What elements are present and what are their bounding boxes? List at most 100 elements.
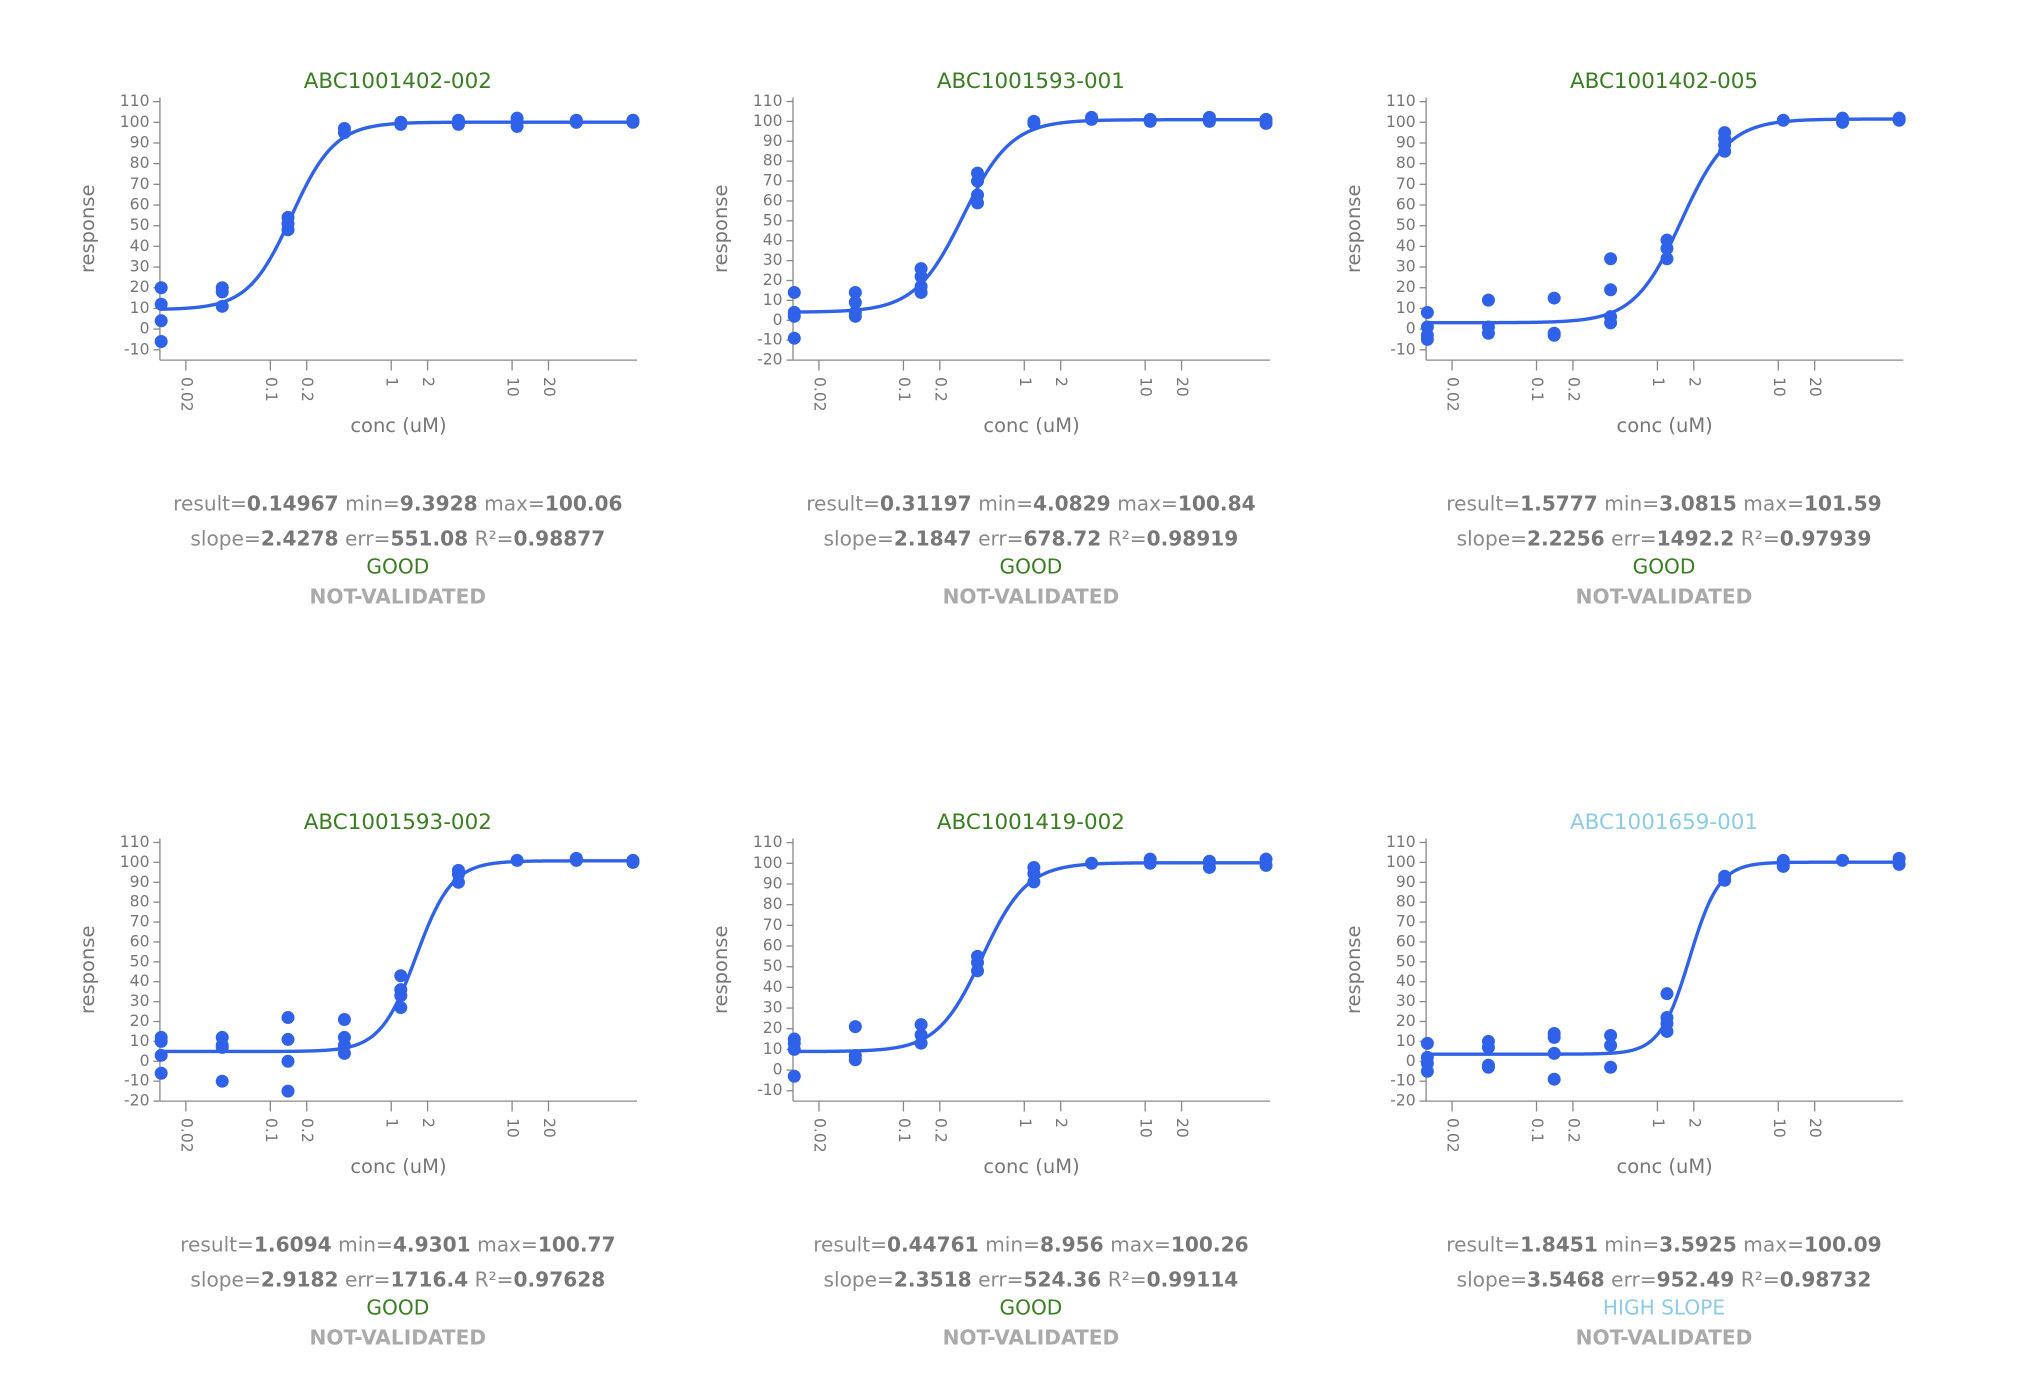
stat-value: 0.44761 xyxy=(887,1232,979,1256)
status: GOOD xyxy=(366,555,429,579)
data-point xyxy=(1143,114,1157,128)
y-tick-label: 60 xyxy=(763,191,783,209)
stat-value: 1492.2 xyxy=(1657,526,1735,550)
stat-value: 9.3928 xyxy=(400,491,478,515)
stat-value: 2.1847 xyxy=(894,526,972,550)
stats-line: result=1.8451 min=3.5925 max=100.09 xyxy=(1446,1232,1881,1256)
data-point xyxy=(914,1036,928,1050)
y-tick-label: 50 xyxy=(763,957,783,975)
data-point xyxy=(914,1018,928,1032)
x-axis-label: conc (uM) xyxy=(350,414,446,437)
data-point xyxy=(626,115,640,129)
y-tick-label: 100 xyxy=(1386,853,1416,871)
data-point xyxy=(1660,241,1674,255)
y-tick-label: -10 xyxy=(757,1081,782,1099)
x-tick-label: 2 xyxy=(419,377,437,387)
x-tick-label: 0.2 xyxy=(931,377,949,402)
y-tick-label: 0 xyxy=(140,1052,150,1070)
stats-line: slope=2.9182 err=1716.4 R²=0.97628 xyxy=(190,1267,605,1291)
y-tick-label: 80 xyxy=(130,154,150,172)
stat-value: 0.97628 xyxy=(514,1267,606,1291)
data-point xyxy=(1027,116,1041,130)
x-tick-label: 0.02 xyxy=(810,377,828,412)
stat-label: max= xyxy=(1117,491,1178,515)
data-point xyxy=(1027,875,1041,889)
x-tick-label: 2 xyxy=(1685,1118,1703,1128)
y-axis-label: response xyxy=(709,185,732,273)
data-point xyxy=(1604,1028,1618,1042)
data-point xyxy=(1481,1060,1495,1074)
stat-label: slope= xyxy=(1457,526,1527,550)
stat-label: slope= xyxy=(190,526,260,550)
data-point xyxy=(848,1053,862,1067)
y-tick-label: 40 xyxy=(763,231,783,249)
x-tick-label: 2 xyxy=(1052,377,1070,387)
stat-value: 8.956 xyxy=(1040,1232,1104,1256)
data-point xyxy=(451,875,465,889)
stat-value: 3.5925 xyxy=(1659,1232,1737,1256)
validation: NOT-VALIDATED xyxy=(309,584,486,608)
data-point xyxy=(971,174,985,188)
y-tick-label: -10 xyxy=(757,331,782,349)
stat-label: err= xyxy=(978,526,1023,550)
data-point xyxy=(1604,1038,1618,1052)
stat-value: 1.5777 xyxy=(1520,491,1598,515)
x-tick-label: 1 xyxy=(383,1118,401,1128)
data-point xyxy=(1547,328,1561,342)
data-point xyxy=(1660,987,1674,1001)
data-point xyxy=(1718,873,1732,887)
data-point xyxy=(1892,857,1906,871)
data-point xyxy=(281,1032,295,1046)
stats-line: slope=2.2256 err=1492.2 R²=0.97939 xyxy=(1457,526,1872,550)
y-tick-label: -20 xyxy=(757,351,782,369)
stat-label: result= xyxy=(813,1232,887,1256)
y-tick-label: 70 xyxy=(1396,913,1416,931)
y-tick-label: 100 xyxy=(120,113,150,131)
data-point xyxy=(337,1046,351,1060)
y-tick-label: 0 xyxy=(773,1061,783,1079)
y-tick-label: 70 xyxy=(130,913,150,931)
chart-title: ABC1001593-001 xyxy=(937,69,1125,94)
stat-value: 101.59 xyxy=(1804,491,1882,515)
x-tick-label: 20 xyxy=(1806,377,1824,397)
stat-value: 1.6094 xyxy=(254,1232,332,1256)
x-tick-label: 10 xyxy=(1137,1118,1155,1138)
chart-panel: ABC1001402-002 -10 0 10 20 30 40 50 60 70 80 90 100 1… xyxy=(76,69,640,608)
data-point xyxy=(1420,1064,1434,1078)
x-tick-label: 10 xyxy=(1770,377,1788,397)
data-point xyxy=(914,285,928,299)
data-point xyxy=(787,1069,801,1083)
stat-label: min= xyxy=(985,1232,1040,1256)
data-point xyxy=(1143,856,1157,870)
y-tick-label: 80 xyxy=(1396,154,1416,172)
data-point xyxy=(787,331,801,345)
stat-label: slope= xyxy=(1457,1267,1527,1291)
stat-value: 1716.4 xyxy=(390,1267,468,1291)
data-point xyxy=(337,126,351,140)
stat-value: 100.09 xyxy=(1804,1232,1882,1256)
data-point xyxy=(848,285,862,299)
data-point xyxy=(451,117,465,131)
validation: NOT-VALIDATED xyxy=(943,1325,1120,1349)
data-point xyxy=(1892,113,1906,127)
data-point xyxy=(154,1034,168,1048)
y-tick-label: 60 xyxy=(130,932,150,950)
y-tick-label: 110 xyxy=(1386,92,1416,110)
y-tick-label: 80 xyxy=(763,152,783,170)
data-point xyxy=(215,285,229,299)
data-point xyxy=(154,314,168,328)
x-tick-label: 0.02 xyxy=(810,1118,828,1153)
y-tick-label: 110 xyxy=(1386,833,1416,851)
stat-label: slope= xyxy=(190,1267,260,1291)
x-tick-label: 0.02 xyxy=(1444,1118,1462,1153)
x-tick-label: 0.02 xyxy=(177,377,195,412)
data-point xyxy=(510,853,524,867)
data-point xyxy=(1481,1040,1495,1054)
y-tick-label: 60 xyxy=(1396,196,1416,214)
x-tick-label: 20 xyxy=(1173,377,1191,397)
stats-line: slope=2.3518 err=524.36 R²=0.99114 xyxy=(823,1267,1238,1291)
chart-title: ABC1001402-005 xyxy=(1570,69,1758,94)
y-tick-label: 10 xyxy=(763,1040,783,1058)
